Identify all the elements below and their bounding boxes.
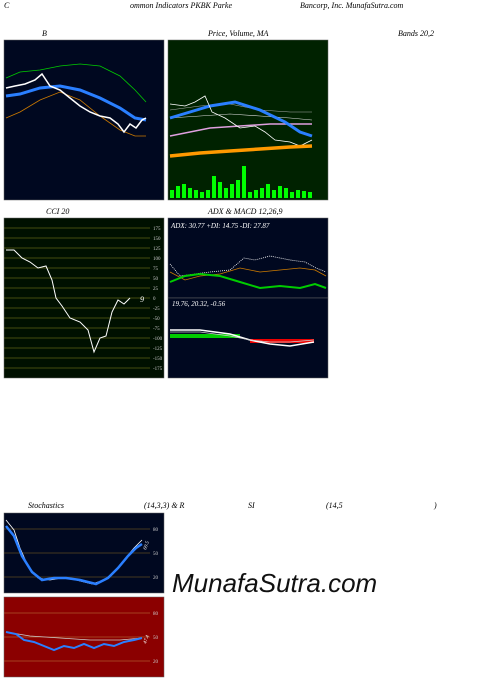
panel-title: ADX & MACD 12,26,9	[207, 207, 282, 216]
panel	[3, 39, 165, 201]
tick-label: -50	[153, 317, 160, 322]
price-line	[5, 72, 147, 134]
tick-label: 0	[153, 297, 156, 302]
tick-label: -175	[153, 367, 163, 372]
macd-histogram	[250, 339, 314, 343]
tick-label: 80	[153, 528, 159, 533]
di-line	[169, 267, 327, 281]
tick-label: -125	[153, 347, 163, 352]
panel-title: (14,5	[326, 501, 343, 510]
tick-label: 20	[153, 576, 159, 581]
header-middle: ommon Indicators PKBK Parke	[130, 1, 232, 10]
tick-label: 125	[153, 247, 161, 252]
price-line	[169, 95, 313, 147]
tick-label: 20	[153, 660, 159, 665]
stoch-value: 69.5	[143, 540, 151, 550]
ma-line	[169, 100, 313, 138]
panel-title: )	[433, 501, 437, 510]
tick-label: 150	[153, 237, 161, 242]
header-left: C	[4, 1, 10, 10]
ma-line	[169, 113, 313, 121]
tick-label: 175	[153, 227, 161, 232]
adx-text: ADX: 30.77 +DI: 14.75 -DI: 27.87	[170, 222, 270, 230]
panel-title: Bands 20,2	[398, 29, 434, 38]
ma-line	[169, 123, 312, 137]
watermark: MunafaSutra.com	[172, 568, 377, 598]
panel-title: CCI 20	[46, 207, 69, 216]
tick-label: 75	[153, 267, 159, 272]
lower-band	[5, 91, 146, 137]
stoch-k	[5, 525, 143, 586]
panel-title: Price, Volume, MA	[207, 29, 269, 38]
volume-bars	[170, 166, 312, 198]
tick-label: -100	[153, 337, 163, 342]
adx-line	[169, 272, 327, 290]
panel-title: SI	[248, 501, 255, 510]
panel-title: (14,3,3) & R	[144, 501, 185, 510]
middle-band	[5, 84, 147, 122]
panel-title: B	[42, 29, 47, 38]
tick-label: -150	[153, 357, 163, 362]
header-right: Bancorp, Inc. MunafaSutra.com	[300, 1, 404, 10]
upper-band	[5, 63, 147, 103]
rsi-average	[5, 631, 143, 641]
panel-title: Stochastics	[28, 501, 64, 510]
ma-line	[169, 103, 312, 113]
tick-label: 80	[153, 612, 159, 617]
rsi-value: 47.4	[143, 634, 151, 644]
tick-label: 50	[153, 552, 159, 557]
tick-label: 50	[153, 277, 159, 282]
macd-histogram	[170, 334, 240, 338]
tick-label: 50	[153, 636, 159, 641]
macd-text: 19.76, 20.32, -0.56	[172, 300, 226, 308]
tick-label: 25	[153, 287, 159, 292]
ma-line	[169, 144, 313, 158]
panel	[167, 39, 329, 201]
cci-value: 9	[140, 295, 144, 304]
rsi-line	[5, 631, 143, 652]
tick-label: 100	[153, 257, 161, 262]
cci-line	[6, 249, 131, 354]
signal-line	[170, 331, 315, 343]
tick-label: -75	[153, 327, 160, 332]
tick-label: -25	[153, 307, 160, 312]
